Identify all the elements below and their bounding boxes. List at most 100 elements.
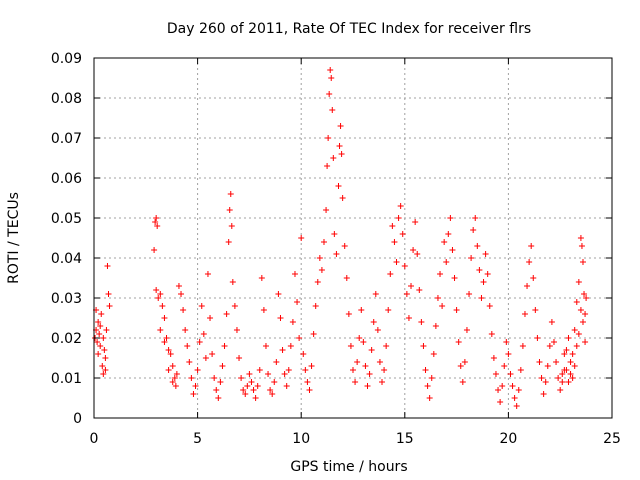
data-point: [557, 387, 564, 393]
data-point: [180, 307, 187, 313]
data-point: [575, 279, 582, 285]
data-point: [283, 383, 290, 389]
data-point: [343, 275, 350, 281]
data-point: [256, 367, 263, 373]
data-point: [565, 335, 572, 341]
data-point: [408, 283, 415, 289]
data-point: [405, 315, 412, 321]
data-point: [468, 255, 475, 261]
data-point: [449, 247, 456, 253]
data-point: [246, 371, 253, 377]
data-point: [102, 355, 109, 361]
data-point: [165, 367, 172, 373]
data-point: [328, 75, 335, 81]
data-point: [242, 391, 249, 397]
data-point: [345, 311, 352, 317]
data-point: [318, 267, 325, 273]
data-point: [455, 339, 462, 345]
data-point: [338, 151, 345, 157]
data-point: [169, 363, 176, 369]
data-point: [432, 323, 439, 329]
data-point: [559, 379, 566, 385]
data-point: [96, 331, 103, 337]
x-axis-label: GPS time / hours: [290, 459, 407, 475]
data-point: [296, 335, 303, 341]
data-point: [463, 327, 470, 333]
data-point: [555, 375, 562, 381]
data-point: [196, 339, 203, 345]
data-point: [517, 367, 524, 373]
data-point: [226, 207, 233, 213]
data-point: [323, 207, 330, 213]
data-point: [381, 367, 388, 373]
data-point: [238, 375, 245, 381]
data-point: [335, 183, 342, 189]
data-point: [258, 275, 265, 281]
data-point: [474, 243, 481, 249]
data-point: [511, 395, 518, 401]
data-point: [360, 339, 367, 345]
data-point: [326, 91, 333, 97]
data-point: [513, 403, 520, 409]
data-point: [225, 239, 232, 245]
data-point: [364, 383, 371, 389]
data-point: [184, 343, 191, 349]
data-point: [219, 363, 226, 369]
data-point: [476, 267, 483, 273]
y-tick-label: 0.03: [51, 291, 82, 307]
x-tick-label: 5: [193, 431, 202, 447]
data-point: [95, 319, 102, 325]
data-point: [524, 283, 531, 289]
data-point: [503, 339, 510, 345]
data-point: [426, 395, 433, 401]
data-point: [339, 195, 346, 201]
data-point: [252, 395, 259, 401]
data-point: [582, 339, 589, 345]
data-point: [399, 231, 406, 237]
data-point: [103, 327, 110, 333]
data-point: [106, 303, 113, 309]
data-point: [434, 295, 441, 301]
data-point: [324, 163, 331, 169]
data-point: [198, 303, 205, 309]
data-point: [507, 371, 514, 377]
data-point: [515, 387, 522, 393]
data-point: [211, 375, 218, 381]
data-point: [536, 359, 543, 365]
data-point: [262, 343, 269, 349]
data-point: [271, 379, 278, 385]
data-point: [194, 367, 201, 373]
data-point: [161, 315, 168, 321]
data-point: [281, 371, 288, 377]
data-point: [98, 311, 105, 317]
data-point: [285, 367, 292, 373]
data-point: [490, 355, 497, 361]
data-point: [577, 235, 584, 241]
data-point: [300, 351, 307, 357]
data-point: [316, 255, 323, 261]
y-tick-label: 0.07: [51, 131, 82, 147]
data-point: [221, 343, 228, 349]
data-point: [178, 291, 185, 297]
data-point: [100, 371, 107, 377]
data-point: [376, 359, 383, 365]
data-point: [277, 315, 284, 321]
data-point: [571, 327, 578, 333]
data-point: [370, 319, 377, 325]
data-point: [538, 375, 545, 381]
x-tick-label: 10: [292, 431, 310, 447]
data-point: [495, 387, 502, 393]
data-point: [577, 307, 584, 313]
data-point: [447, 215, 454, 221]
data-point: [397, 203, 404, 209]
data-point: [488, 331, 495, 337]
data-point: [95, 351, 102, 357]
data-point: [532, 307, 539, 313]
data-point: [550, 339, 557, 345]
data-point: [231, 303, 238, 309]
data-point: [445, 231, 452, 237]
data-point: [439, 303, 446, 309]
data-point: [265, 371, 272, 377]
data-point: [412, 219, 419, 225]
